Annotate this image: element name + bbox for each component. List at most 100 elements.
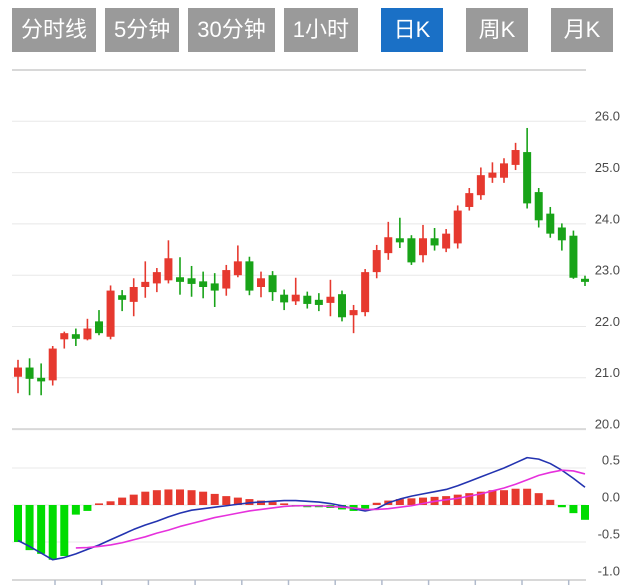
candle-body xyxy=(106,290,115,337)
candle-body xyxy=(83,328,92,340)
candle-body xyxy=(534,192,543,221)
macd-axis-label: -1.0 xyxy=(598,563,620,578)
tab-weekly-k[interactable]: 周K xyxy=(466,8,528,52)
candle-body xyxy=(25,367,34,379)
candle-body xyxy=(48,348,57,381)
tab-daily-k[interactable]: 日K xyxy=(381,8,443,52)
tab-5min[interactable]: 5分钟 xyxy=(105,8,180,52)
macd-histogram-bar xyxy=(176,489,184,505)
candle-body xyxy=(511,150,520,165)
macd-histogram-bar xyxy=(118,497,127,505)
candle-body xyxy=(210,283,219,291)
tab-monthly-k[interactable]: 月K xyxy=(551,8,613,52)
price-axis-label: 26.0 xyxy=(595,109,620,124)
macd-histogram-bar xyxy=(465,493,474,505)
candle-body xyxy=(71,334,80,339)
candle-body xyxy=(233,261,242,276)
candle-body xyxy=(488,172,497,178)
tab-1hour[interactable]: 1小时 xyxy=(283,8,358,52)
candle-body xyxy=(37,377,46,382)
macd-histogram-bar xyxy=(453,494,462,505)
price-axis-label: 21.0 xyxy=(595,365,620,380)
candle-body xyxy=(118,295,127,300)
candle-body xyxy=(430,238,439,246)
macd-axis-label: 0.5 xyxy=(602,452,620,467)
macd-histogram-bar xyxy=(581,505,589,520)
macd-histogram-bar xyxy=(141,491,150,505)
candle-body xyxy=(187,278,196,284)
candle-body xyxy=(453,210,462,244)
candle-body xyxy=(222,270,231,289)
candle-body xyxy=(60,333,69,340)
period-toolbar: 分时线 5分钟 30分钟 1小时 日K 周K 月K xyxy=(12,8,613,52)
macd-histogram-bar xyxy=(152,490,161,505)
macd-histogram-bar xyxy=(419,497,427,505)
macd-histogram-bar xyxy=(546,499,555,505)
price-axis-label: 25.0 xyxy=(595,160,620,175)
macd-histogram-bar xyxy=(569,505,578,514)
macd-histogram-bar xyxy=(476,491,485,505)
macd-histogram-bar xyxy=(407,498,416,505)
candle-body xyxy=(268,275,277,293)
price-axis-label: 24.0 xyxy=(595,211,620,226)
candle-body xyxy=(199,281,208,287)
candle-body xyxy=(372,250,381,273)
price-axis-label: 23.0 xyxy=(595,263,620,278)
macd-histogram-bar xyxy=(233,497,242,505)
candle-body xyxy=(291,294,300,302)
macd-axis-label: -0.5 xyxy=(598,526,620,541)
macd-histogram-bar xyxy=(222,496,231,505)
macd-histogram-bar xyxy=(37,505,46,554)
candle-body xyxy=(303,295,312,304)
macd-histogram-bar xyxy=(199,491,208,505)
macd-histogram-bar xyxy=(500,490,508,505)
macd-histogram-bar xyxy=(534,493,543,505)
candle-body xyxy=(338,294,346,318)
macd-histogram-bar xyxy=(511,488,520,505)
candle-body xyxy=(361,272,370,313)
macd-axis-label: 0.0 xyxy=(602,489,620,504)
candle-body xyxy=(257,278,265,287)
macd-histogram-bar xyxy=(48,505,57,560)
price-axis-label: 20.0 xyxy=(595,417,620,432)
macd-histogram-bar xyxy=(361,505,370,509)
macd-histogram-bar xyxy=(268,502,277,505)
macd-histogram-bar xyxy=(129,494,138,505)
candle-body xyxy=(546,213,555,234)
candle-body xyxy=(569,235,578,278)
candle-body xyxy=(314,299,323,305)
candle-body xyxy=(14,367,22,377)
tab-minute-line[interactable]: 分时线 xyxy=(12,8,97,52)
macd-histogram-bar xyxy=(164,489,173,505)
candle-body xyxy=(581,278,589,282)
candle-body xyxy=(176,277,184,282)
candle-body xyxy=(152,272,161,284)
macd-histogram-bar xyxy=(210,493,219,505)
candle-body xyxy=(557,227,566,241)
candle-body xyxy=(476,175,485,196)
macd-histogram-bar xyxy=(280,503,289,505)
macd-histogram-bar xyxy=(83,505,92,511)
price-axis-label: 22.0 xyxy=(595,314,620,329)
candle-body xyxy=(500,163,508,178)
candle-body xyxy=(523,152,532,204)
macd-histogram-bar xyxy=(523,488,532,505)
macd-histogram-bar xyxy=(395,499,404,505)
candle-body xyxy=(164,258,173,281)
candle-body xyxy=(95,321,103,334)
macd-histogram-bar xyxy=(25,505,34,551)
macd-histogram-bar xyxy=(60,505,69,557)
candle-body xyxy=(349,310,358,316)
candle-body xyxy=(419,238,427,256)
macd-histogram-bar xyxy=(488,490,497,505)
macd-histogram-bar xyxy=(95,503,103,505)
candle-body xyxy=(407,238,416,263)
candle-body xyxy=(384,237,393,254)
candle-body xyxy=(442,233,451,249)
macd-histogram-bar xyxy=(187,490,196,505)
tab-30min[interactable]: 30分钟 xyxy=(188,8,275,52)
candle-body xyxy=(395,238,404,243)
dea-line xyxy=(75,469,586,549)
candle-body xyxy=(465,193,474,207)
